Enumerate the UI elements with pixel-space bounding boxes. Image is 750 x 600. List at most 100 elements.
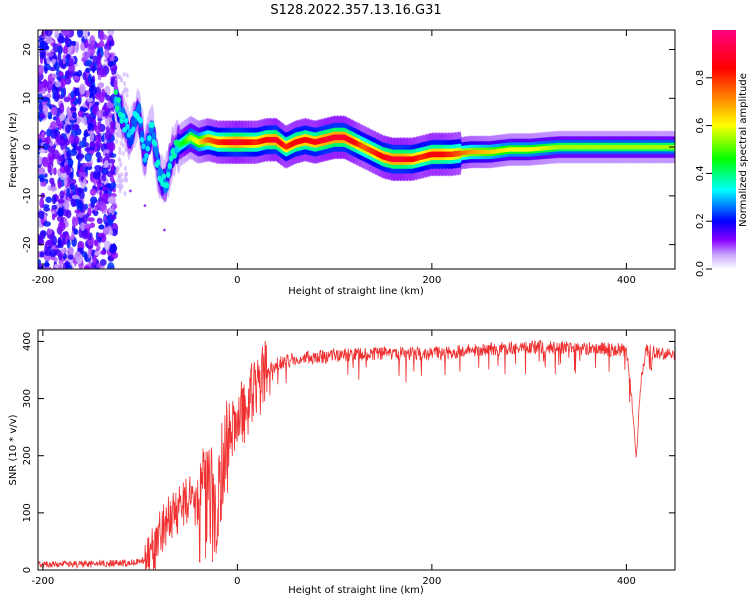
noise-blob [85, 212, 90, 219]
noise-blob [89, 130, 94, 142]
ridge-segment [170, 148, 175, 155]
noise-blob [125, 92, 129, 98]
noise-blob [53, 92, 60, 102]
snr-series-line [38, 339, 675, 570]
spectrogram-y-tick-label: 20 [22, 43, 33, 56]
noise-blob [59, 190, 65, 199]
noise-blob [76, 30, 84, 38]
noise-blob [58, 155, 64, 162]
noise-blob [88, 261, 92, 266]
noise-blob [108, 207, 113, 214]
noise-blob [111, 228, 119, 237]
noise-blob [72, 111, 77, 119]
noise-blob [91, 65, 96, 74]
ridge-segment [131, 126, 136, 133]
noise-blob [70, 96, 74, 104]
noise-blob [38, 149, 46, 154]
ridge-segment [167, 163, 172, 170]
noise-blob [57, 208, 64, 217]
noise-blob [39, 178, 45, 183]
spectrogram-y-tick-label: -10 [22, 188, 33, 204]
noise-blob [96, 245, 101, 252]
noise-blob [63, 200, 70, 211]
noise-blob [85, 67, 91, 73]
noise-blob [111, 205, 115, 216]
ridge-segment [141, 143, 146, 150]
noise-blob [99, 189, 103, 199]
noise-blob [123, 81, 127, 87]
noise-blob [97, 82, 105, 89]
spectrogram-y-tick-label: 0 [22, 144, 33, 150]
noise-blob [122, 71, 126, 77]
noise-blob [120, 77, 124, 83]
noise-blob [63, 176, 68, 188]
noise-blob [86, 97, 94, 103]
noise-blob [44, 30, 53, 37]
noise-blob [85, 59, 93, 67]
ridge-segment [166, 171, 171, 178]
noise-blob [109, 182, 117, 190]
stray-point [128, 189, 132, 193]
noise-blob [69, 134, 75, 144]
noise-blob [43, 262, 50, 267]
noise-blob [64, 261, 71, 268]
noise-blob [96, 157, 100, 163]
noise-blob [73, 228, 79, 235]
ridge-segment [125, 123, 130, 130]
noise-blob [84, 147, 91, 152]
noise-blob [60, 248, 67, 253]
noise-blob [57, 45, 63, 55]
noise-blob [100, 250, 107, 255]
noise-blob [94, 134, 102, 140]
noise-blob [38, 155, 43, 165]
spectrogram-y-axis-label: Frequency (Hz) [8, 112, 19, 188]
snr-x-tick-label: 200 [422, 576, 441, 587]
noise-blob [89, 116, 95, 122]
noise-blob [66, 239, 71, 250]
noise-blob [52, 43, 59, 53]
noise-blob [74, 209, 81, 214]
spectrogram-x-tick-label: 0 [234, 275, 240, 286]
noise-blob [104, 221, 109, 228]
ridge-segment [116, 97, 121, 103]
noise-blob [80, 222, 86, 232]
noise-blob [116, 74, 120, 80]
noise-blob [66, 106, 71, 116]
noise-blob [98, 30, 105, 41]
noise-blob [72, 217, 79, 227]
noise-blob [80, 107, 88, 112]
noise-blob [75, 145, 82, 151]
spectrogram-y-tick-label: -20 [22, 236, 33, 252]
noise-blob [125, 72, 129, 78]
noise-blob [70, 90, 75, 99]
snr-x-tick-label: 400 [617, 576, 636, 587]
noise-blob [97, 52, 102, 63]
noise-blob [94, 93, 101, 100]
noise-blob [62, 54, 66, 65]
noise-blob [118, 179, 122, 185]
noise-blob [38, 167, 46, 176]
colorbar-tick-label: 0.6 [695, 118, 706, 134]
ridge-segment [152, 140, 158, 147]
noise-blob [109, 120, 116, 128]
snr-panel: -200 0 200 400 0 100 200 300 400 Height of stra… [8, 329, 676, 596]
noise-blob [77, 160, 81, 171]
noise-blob [65, 53, 71, 60]
noise-blob [45, 266, 52, 269]
noise-blob [101, 167, 109, 175]
noise-blob [38, 266, 44, 269]
noise-blob [119, 186, 123, 192]
noise-blob [38, 235, 43, 245]
noise-blob [59, 233, 65, 239]
noise-blob [46, 52, 54, 57]
noise-blob [40, 131, 45, 141]
noise-blob [106, 38, 110, 48]
noise-blob [96, 109, 104, 119]
ridge-segment [154, 146, 159, 159]
noise-blob [43, 206, 51, 212]
noise-blob [38, 82, 43, 92]
ridge-segment [122, 126, 127, 133]
snr-frame [37, 329, 676, 571]
noise-blob [68, 194, 73, 199]
noise-blob [51, 73, 58, 79]
